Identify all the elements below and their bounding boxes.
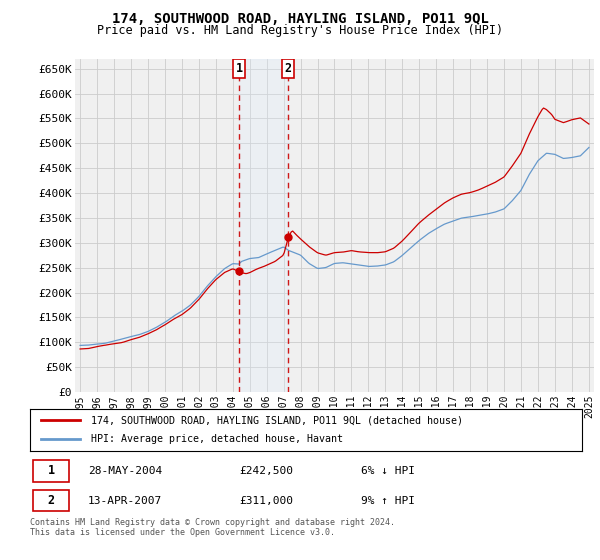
FancyBboxPatch shape xyxy=(233,59,245,78)
FancyBboxPatch shape xyxy=(33,460,68,482)
Text: £242,500: £242,500 xyxy=(240,466,294,476)
Bar xyxy=(239,59,289,392)
Text: £311,000: £311,000 xyxy=(240,496,294,506)
Text: 1: 1 xyxy=(47,464,55,478)
Text: 1: 1 xyxy=(236,62,243,74)
Text: 13-APR-2007: 13-APR-2007 xyxy=(88,496,162,506)
FancyBboxPatch shape xyxy=(33,490,68,511)
Text: 28-MAY-2004: 28-MAY-2004 xyxy=(88,466,162,476)
Text: 6% ↓ HPI: 6% ↓ HPI xyxy=(361,466,415,476)
Text: 174, SOUTHWOOD ROAD, HAYLING ISLAND, PO11 9QL (detached house): 174, SOUTHWOOD ROAD, HAYLING ISLAND, PO1… xyxy=(91,415,463,425)
Text: 2: 2 xyxy=(285,62,292,74)
Text: Price paid vs. HM Land Registry's House Price Index (HPI): Price paid vs. HM Land Registry's House … xyxy=(97,24,503,37)
FancyBboxPatch shape xyxy=(283,59,295,78)
Text: 174, SOUTHWOOD ROAD, HAYLING ISLAND, PO11 9QL: 174, SOUTHWOOD ROAD, HAYLING ISLAND, PO1… xyxy=(112,12,488,26)
Text: Contains HM Land Registry data © Crown copyright and database right 2024.
This d: Contains HM Land Registry data © Crown c… xyxy=(30,518,395,538)
Text: HPI: Average price, detached house, Havant: HPI: Average price, detached house, Hava… xyxy=(91,435,343,445)
Text: 9% ↑ HPI: 9% ↑ HPI xyxy=(361,496,415,506)
Text: 2: 2 xyxy=(47,494,55,507)
